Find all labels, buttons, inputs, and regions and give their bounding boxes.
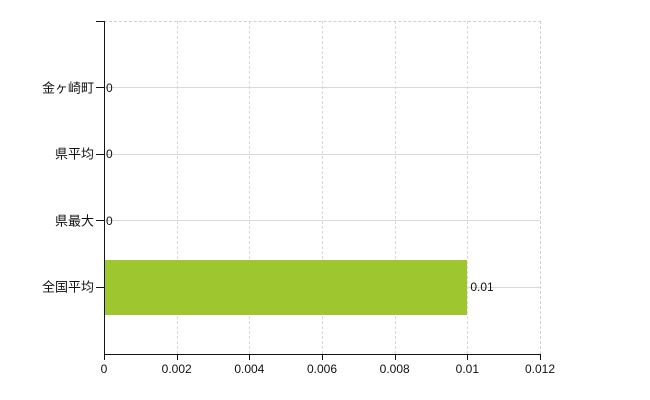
- x-axis-tick-label: 0: [100, 362, 108, 376]
- x-axis-tick: [540, 355, 541, 360]
- y-axis-tick: [96, 153, 104, 155]
- y-axis-tick: [96, 87, 104, 89]
- bar: [104, 259, 468, 315]
- horizontal-gridline: [104, 153, 540, 155]
- x-axis-tick: [176, 355, 178, 360]
- x-axis-tick: [467, 355, 469, 360]
- x-axis-tick: [249, 355, 251, 360]
- x-axis-tick-label: 0.006: [306, 362, 338, 376]
- vertical-gridline: [249, 21, 251, 354]
- y-axis-category-label: 県平均: [54, 146, 94, 162]
- plot-area: 0 0 0 0.01: [104, 21, 540, 354]
- y-axis-category-label: 全国平均: [41, 279, 94, 295]
- y-axis-line: [104, 21, 105, 360]
- y-axis-category-label: 金ヶ崎町: [41, 80, 94, 96]
- plot-right-border: [540, 21, 541, 354]
- y-axis-top-tick: [96, 20, 104, 22]
- x-axis-tick-label: 0.008: [379, 362, 410, 376]
- horizontal-gridline: [104, 220, 540, 222]
- y-axis-tick: [96, 286, 104, 288]
- vertical-gridline: [176, 21, 178, 354]
- horizontal-gridline: [104, 87, 540, 89]
- bar-value-label: 0: [106, 147, 113, 162]
- bar-value-label: 0.01: [470, 280, 494, 295]
- x-axis-line: [104, 354, 541, 355]
- bar-value-label: 0: [106, 80, 113, 95]
- x-axis-tick: [104, 355, 105, 360]
- bar-value-label: 0: [106, 213, 113, 228]
- vertical-gridline: [394, 21, 396, 354]
- x-axis-tick-label: 0.01: [455, 362, 480, 376]
- x-axis-tick: [322, 355, 323, 360]
- x-axis-tick-label: 0.012: [524, 362, 556, 376]
- x-axis-tick-label: 0.004: [234, 362, 265, 376]
- vertical-gridline: [322, 21, 323, 354]
- x-axis-tick: [394, 355, 396, 360]
- x-axis-tick-label: 0.002: [161, 362, 192, 376]
- y-axis-category-label: 県最大: [54, 213, 94, 229]
- vertical-gridline: [467, 21, 469, 354]
- y-axis-tick: [96, 220, 104, 222]
